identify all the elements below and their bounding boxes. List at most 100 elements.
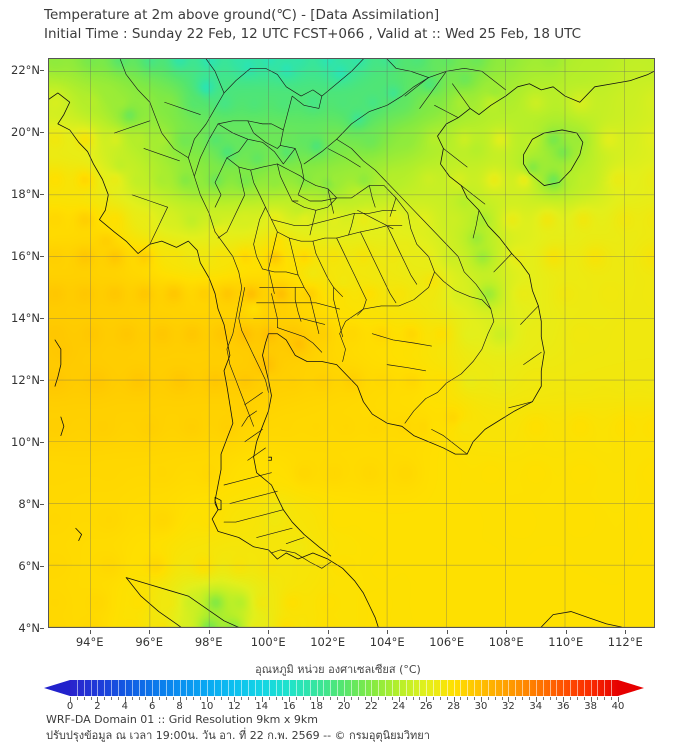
colorbar-tick (83, 697, 85, 700)
colorbar-tick (350, 697, 352, 700)
colorbar-tick-label: 12 (228, 701, 241, 712)
colorbar-tick (131, 697, 133, 700)
colorbar-tick (90, 697, 92, 700)
longitude-tick (506, 630, 508, 634)
colorbar-tick-label: 36 (556, 701, 570, 712)
colorbar-tick-label: 34 (529, 701, 543, 712)
colorbar-tick (111, 697, 113, 700)
longitude-tick (149, 630, 151, 634)
colorbar-tick (227, 697, 229, 700)
colorbar-tick (549, 697, 551, 700)
colorbar-tick (535, 697, 537, 702)
colorbar-tick (302, 697, 304, 700)
colorbar-tick (460, 697, 462, 700)
colorbar-tick (583, 697, 585, 700)
colorbar-tick (207, 697, 208, 702)
longitude-tick (387, 630, 389, 634)
colorbar-tick (412, 697, 414, 700)
latitude-tick-label: 22°N (11, 63, 40, 78)
latitude-tick-label: 4°N (18, 621, 40, 635)
colorbar-tick (453, 697, 455, 702)
colorbar-tick-label: 4 (121, 701, 128, 712)
colorbar-tick (604, 697, 606, 700)
colorbar-tick (97, 697, 99, 702)
colorbar-tick (439, 697, 441, 700)
colorbar-tick (385, 697, 387, 700)
colorbar-tick (522, 697, 524, 700)
colorbar-overflow-arrow-icon (618, 680, 644, 696)
colorbar-tick-label: 28 (447, 701, 460, 712)
colorbar-ticks: 0 2 4 6 8 10 12 14 16 18 20 22 24 26 28 30 32 34 36 38 40 (44, 697, 644, 712)
longitude-tick (565, 630, 567, 634)
latitude-tick-label: 6°N (18, 559, 40, 574)
longitude-tick-label: 98°E (194, 635, 223, 649)
latitude-tick-label: 8°N (18, 497, 40, 512)
colorbar-tick (241, 697, 243, 700)
colorbar-tick-label: 24 (392, 701, 406, 712)
colorbar-tick (590, 697, 592, 702)
colorbar-tick (337, 697, 339, 700)
colorbar-tick (474, 697, 476, 700)
colorbar-tick (378, 697, 380, 700)
latitude-tick (40, 566, 44, 568)
colorbar-tick (254, 697, 256, 700)
colorbar-tick (316, 697, 318, 702)
colorbar-tick-label: 22 (365, 701, 378, 712)
colorbar-tick (172, 697, 174, 700)
colorbar-tick-label: 26 (419, 701, 433, 712)
colorbar-underflow-arrow-icon (44, 680, 70, 696)
colorbar-tick (597, 697, 599, 700)
colorbar-tick (104, 697, 106, 700)
colorbar-tick (508, 697, 510, 702)
longitude-tick-label: 104°E (369, 635, 405, 649)
longitude-tick-label: 110°E (548, 635, 584, 649)
colorbar-tick (124, 697, 126, 702)
latitude-tick (40, 442, 44, 444)
colorbar-tick (446, 697, 448, 700)
latitude-tick (40, 380, 44, 382)
colorbar-tick (542, 697, 544, 700)
colorbar-tick (193, 697, 195, 700)
colorbar-tick (494, 697, 496, 700)
footer-credit: ปรับปรุงข้อมูล ณ เวลา 19:00น. วัน อา. ที… (46, 729, 430, 742)
colorbar-separators (70, 680, 618, 696)
colorbar-tick (275, 697, 277, 700)
longitude-axis: 94°E 96°E 98°E 100°E 102°E 104°E 106°E 108°E 110… (48, 630, 655, 650)
longitude-tick (446, 630, 448, 634)
colorbar-tick (268, 697, 270, 700)
colorbar-tick (467, 697, 469, 700)
colorbar-tick (391, 697, 393, 700)
longitude-tick-label: 102°E (310, 635, 346, 649)
colorbar-tick (152, 697, 154, 702)
colorbar-tick-label: 18 (310, 701, 323, 712)
page-title: Temperature at 2m above ground(℃) - [Dat… (44, 7, 440, 23)
temperature-heatmap (49, 59, 654, 627)
colorbar-tick (76, 697, 78, 700)
latitude-tick (40, 256, 44, 258)
colorbar-tick (70, 697, 71, 702)
colorbar-tick-label: 10 (200, 701, 214, 712)
colorbar-tick (145, 697, 147, 700)
colorbar-tick (364, 697, 366, 700)
colorbar-tick-label: 0 (66, 701, 74, 712)
colorbar-tick (433, 697, 435, 700)
colorbar-tick (419, 697, 421, 700)
colorbar-tick (289, 697, 291, 702)
longitude-tick-label: 108°E (488, 635, 524, 649)
longitude-tick-label: 94°E (75, 635, 104, 649)
colorbar-tick (179, 697, 181, 702)
colorbar-tick (117, 697, 119, 700)
latitude-axis: 22°N 20°N 18°N 16°N 14°N 12°N 10°N 8°N 6°N 4°N (0, 58, 44, 635)
colorbar-tick-label: 38 (584, 701, 597, 712)
colorbar-tick (405, 697, 407, 700)
colorbar-tick-label: 30 (474, 701, 488, 712)
colorbar-tick-label: 16 (282, 701, 296, 712)
colorbar-tick (487, 697, 489, 700)
colorbar-tick (515, 697, 517, 700)
footer-block: WRF-DA Domain 01 :: Grid Resolution 9km … (46, 712, 666, 744)
longitude-tick (625, 630, 627, 634)
colorbar-tick-label: 40 (611, 701, 625, 712)
colorbar-tick (570, 697, 572, 700)
latitude-tick-label: 12°N (11, 373, 40, 388)
latitude-tick (40, 318, 44, 320)
